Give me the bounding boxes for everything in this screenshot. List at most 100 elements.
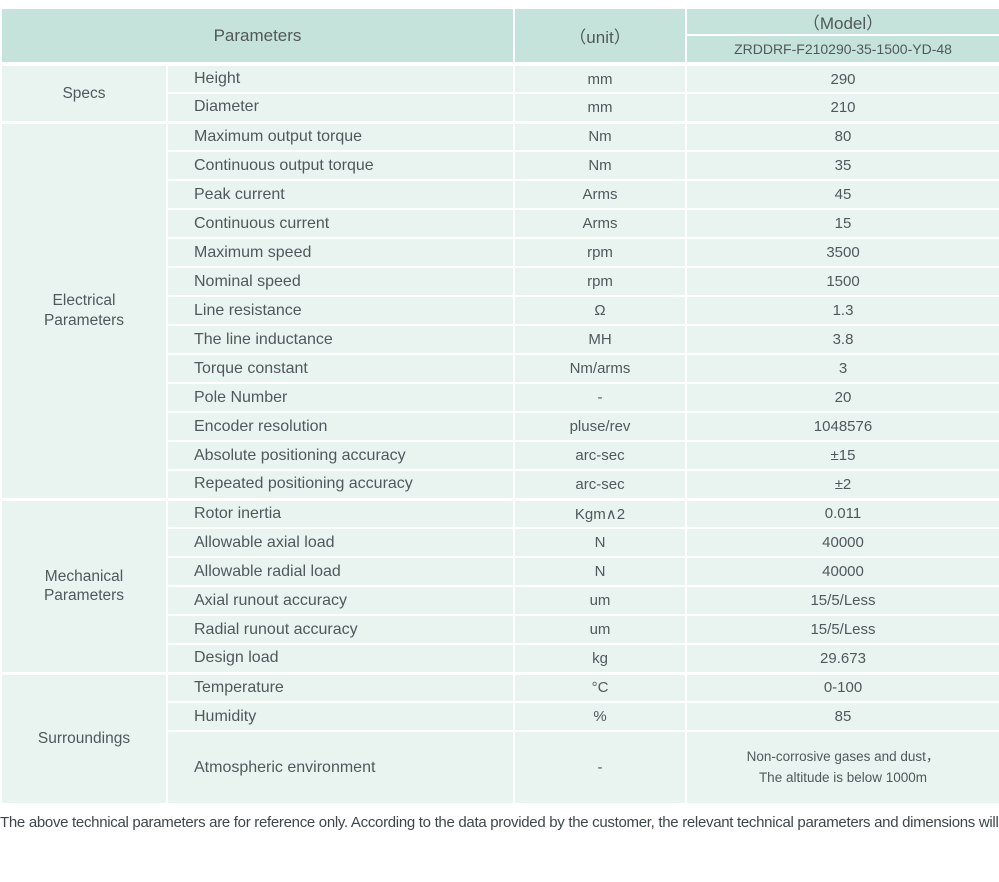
table-row: Allowable axial load N 40000: [1, 527, 999, 558]
value-cell: 29.673: [685, 643, 999, 674]
header-model: （Model）: [685, 7, 999, 36]
value-cell: 0.011: [685, 497, 999, 529]
param-cell: Allowable axial load: [166, 527, 515, 558]
value-cell: 0-100: [685, 671, 999, 703]
table-row: Radial runout accuracy um 15/5/Less: [1, 614, 999, 645]
param-cell: The line inductance: [166, 324, 515, 355]
param-cell: Allowable radial load: [166, 556, 515, 587]
unit-cell: pluse/rev: [513, 411, 687, 442]
value-cell: 15/5/Less: [685, 614, 999, 645]
table-row: Encoder resolution pluse/rev 1048576: [1, 411, 999, 442]
unit-cell: um: [513, 585, 687, 616]
page: Parameters （unit） （Model） ZRDDRF-F210290…: [0, 7, 999, 831]
unit-cell: -: [513, 730, 687, 805]
group-label-specs: Specs: [0, 62, 168, 123]
value-cell: 290: [685, 62, 999, 94]
value-cell: 1.3: [685, 295, 999, 326]
value-cell: 1500: [685, 266, 999, 297]
table-row: Continuous current Arms 15: [1, 208, 999, 239]
unit-cell: kg: [513, 643, 687, 674]
table-row: Pole Number - 20: [1, 382, 999, 413]
param-cell: Maximum speed: [166, 237, 515, 268]
table-row: Torque constant Nm/arms 3: [1, 353, 999, 384]
table-row: Maximum speed rpm 3500: [1, 237, 999, 268]
header-row: Parameters （unit） （Model）: [0, 7, 999, 65]
value-cell: 1048576: [685, 411, 999, 442]
group-label-mechanical: Mechanical Parameters: [0, 497, 168, 674]
param-cell: Axial runout accuracy: [166, 585, 515, 616]
group-label-electrical: Electrical Parameters: [0, 120, 168, 500]
table-row: Axial runout accuracy um 15/5/Less: [1, 585, 999, 616]
unit-cell: rpm: [513, 237, 687, 268]
param-cell: Temperature: [166, 671, 515, 703]
value-cell: 80: [685, 120, 999, 152]
table-row: Mechanical Parameters Rotor inertia Kgm∧…: [0, 497, 999, 674]
unit-cell: %: [513, 701, 687, 732]
unit-cell: mm: [513, 92, 687, 123]
table-row: The line inductance MH 3.8: [1, 324, 999, 355]
unit-cell: Nm: [513, 120, 687, 152]
header-unit: （unit）: [513, 7, 687, 65]
unit-cell: -: [513, 382, 687, 413]
value-cell: 40000: [685, 527, 999, 558]
unit-cell: um: [513, 614, 687, 645]
param-cell: Absolute positioning accuracy: [166, 440, 515, 471]
unit-cell: MH: [513, 324, 687, 355]
value-cell: 45: [685, 179, 999, 210]
table-row: Humidity % 85: [1, 701, 999, 732]
model-number: ZRDDRF-F210290-35-1500-YD-48: [685, 34, 999, 65]
param-cell: Nominal speed: [166, 266, 515, 297]
table-row: Electrical Parameters Maximum output tor…: [0, 120, 999, 500]
table-row: Design load kg 29.673: [1, 643, 999, 674]
table-row: Peak current Arms 45: [1, 179, 999, 210]
table-row: Nominal speed rpm 1500: [1, 266, 999, 297]
table-row: Absolute positioning accuracy arc-sec ±1…: [1, 440, 999, 471]
unit-cell: mm: [513, 62, 687, 94]
unit-cell: Arms: [513, 179, 687, 210]
value-cell: ±2: [685, 469, 999, 500]
footnote: The above technical parameters are for r…: [0, 814, 999, 831]
value-cell: Non-corrosive gases and dust， The altitu…: [685, 730, 999, 805]
param-cell: Continuous output torque: [166, 150, 515, 181]
value-cell: 3500: [685, 237, 999, 268]
value-cell: 3.8: [685, 324, 999, 355]
param-cell: Atmospheric environment: [166, 730, 515, 805]
table-row: Atmospheric environment - Non-corrosive …: [1, 730, 999, 805]
param-cell: Design load: [166, 643, 515, 674]
table-row: Line resistance Ω 1.3: [1, 295, 999, 326]
value-cell: ±15: [685, 440, 999, 471]
param-cell: Peak current: [166, 179, 515, 210]
value-cell: 85: [685, 701, 999, 732]
unit-cell: arc-sec: [513, 469, 687, 500]
value-cell: 15: [685, 208, 999, 239]
param-cell: Line resistance: [166, 295, 515, 326]
unit-cell: °C: [513, 671, 687, 703]
value-cell: 20: [685, 382, 999, 413]
value-cell: 15/5/Less: [685, 585, 999, 616]
unit-cell: Kgm∧2: [513, 497, 687, 529]
param-cell: Torque constant: [166, 353, 515, 384]
param-cell: Encoder resolution: [166, 411, 515, 442]
parameters-table: Parameters （unit） （Model） ZRDDRF-F210290…: [0, 7, 999, 805]
unit-cell: Nm/arms: [513, 353, 687, 384]
unit-cell: arc-sec: [513, 440, 687, 471]
unit-cell: Arms: [513, 208, 687, 239]
param-cell: Maximum output torque: [166, 120, 515, 152]
param-cell: Pole Number: [166, 382, 515, 413]
value-cell: 35: [685, 150, 999, 181]
param-cell: Diameter: [166, 92, 515, 123]
value-cell: 3: [685, 353, 999, 384]
unit-cell: Ω: [513, 295, 687, 326]
table-row: Repeated positioning accuracy arc-sec ±2: [1, 469, 999, 500]
table-row: Surroundings Temperature °C 0-100: [0, 671, 999, 805]
value-cell: 40000: [685, 556, 999, 587]
unit-cell: N: [513, 556, 687, 587]
param-cell: Radial runout accuracy: [166, 614, 515, 645]
table-row: Allowable radial load N 40000: [1, 556, 999, 587]
unit-cell: Nm: [513, 150, 687, 181]
table-row: Diameter mm 210: [1, 92, 999, 123]
value-cell: 210: [685, 92, 999, 123]
param-cell: Repeated positioning accuracy: [166, 469, 515, 500]
table-row: Continuous output torque Nm 35: [1, 150, 999, 181]
header-row-model-number: ZRDDRF-F210290-35-1500-YD-48: [1, 34, 999, 65]
